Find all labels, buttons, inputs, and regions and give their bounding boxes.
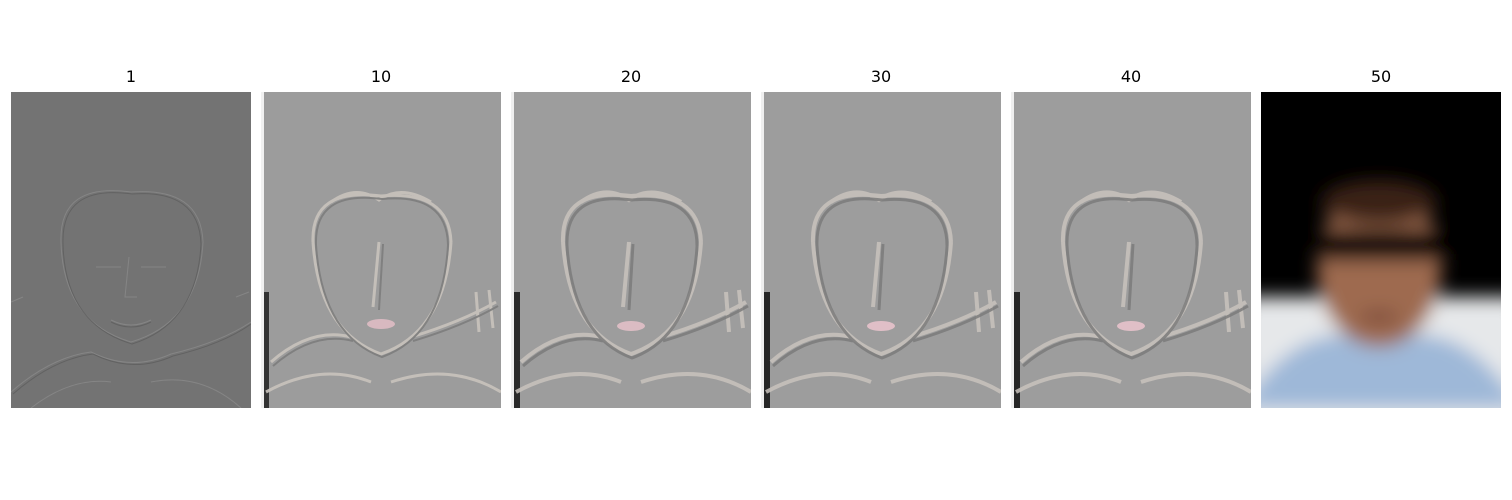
panel-50: 50	[1261, 62, 1501, 408]
panel-20: 20	[511, 62, 751, 408]
panel-image	[11, 92, 251, 408]
panel-30: 30	[761, 62, 1001, 408]
panel-title: 50	[1370, 67, 1392, 86]
panel-10: 10	[261, 62, 501, 408]
panel-image	[261, 92, 501, 408]
panel-title: 40	[1120, 67, 1142, 86]
panel-image	[761, 92, 1001, 408]
panel-image	[1011, 92, 1251, 408]
panel-40: 40	[1011, 62, 1251, 408]
panel-title: 10	[370, 67, 392, 86]
panel-title: 1	[125, 67, 137, 86]
panel-title: 30	[870, 67, 892, 86]
panel-1: 1	[11, 62, 251, 408]
panel-image	[511, 92, 751, 408]
panel-title: 20	[620, 67, 642, 86]
panel-image	[1261, 92, 1501, 408]
